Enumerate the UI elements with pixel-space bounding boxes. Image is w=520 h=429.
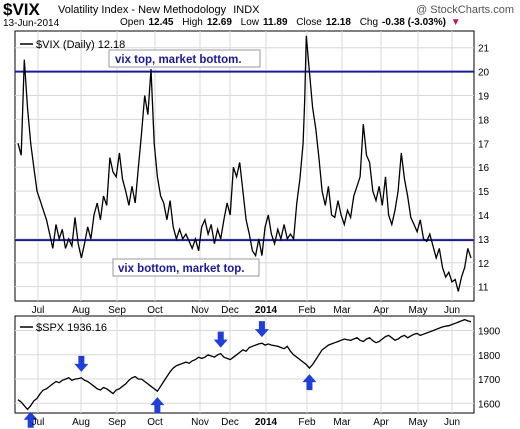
quote-date: 13-Jun-2014	[3, 18, 60, 29]
y-tick-label: 21	[478, 44, 490, 55]
symbol-title: $VIX	[3, 0, 40, 19]
vix-bottom-annotation-text: vix bottom, market top.	[118, 263, 245, 275]
chg-value: -0.38 (-3.03%)	[382, 17, 446, 28]
y-tick-label: 1800	[478, 351, 501, 362]
vix-y-axis: 11 12 13 14 15 16 17 18 19 20 21	[478, 44, 490, 294]
x-tick-label: May	[409, 417, 428, 428]
vix-panel: 11 12 13 14 15 16 17 18 19 20 21 $VIX (Daily) 12.1…	[14, 30, 490, 316]
vix-legend-label: $VIX (Daily) 12.18	[36, 39, 125, 51]
x-tick-label: Aug	[72, 417, 90, 428]
close-label: Close	[296, 17, 322, 28]
chg-label: Chg	[359, 17, 379, 28]
spx-y-axis: 1600 1700 1800 1900	[478, 327, 501, 411]
x-tick-label: Jul	[32, 417, 45, 428]
x-tick-label: May	[409, 305, 428, 316]
x-tick-label: Sep	[108, 305, 126, 316]
vix-panel-frame	[14, 30, 475, 302]
x-tick-label: Nov	[191, 305, 209, 316]
spx-legend-label: $SPX 1936.16	[36, 322, 107, 334]
arrow-up-icon	[302, 374, 317, 391]
x-tick-label: Jul	[32, 305, 45, 316]
high-value: 12.69	[206, 17, 232, 28]
x-tick-label: Feb	[298, 305, 316, 316]
vix-x-axis: Jul Aug Sep Oct Nov Dec 2014 Feb Mar Apr May Jun	[32, 305, 460, 316]
x-tick-label: Oct	[147, 305, 163, 316]
y-tick-label: 12	[478, 259, 490, 270]
vix-price-line	[17, 35, 472, 292]
vix-legend: $VIX (Daily) 12.18	[20, 39, 125, 51]
y-tick-label: 20	[478, 68, 490, 79]
x-tick-label: Mar	[333, 417, 351, 428]
x-tick-label: Nov	[191, 417, 209, 428]
arrow-up-icon	[150, 397, 165, 414]
y-tick-label: 11	[478, 283, 489, 294]
exchange-label: INDX	[233, 4, 260, 16]
vix-reference-lines	[15, 70, 474, 242]
index-name-text: Volatility Index - New Methodology	[58, 4, 227, 16]
vix-top-annotation: vix top, market bottom.	[108, 49, 261, 68]
x-tick-label: Mar	[333, 305, 351, 316]
y-tick-label: 16	[478, 163, 490, 174]
x-tick-label: Dec	[221, 417, 239, 428]
spx-panel: 1600 1700 1800 1900 $SPX 1936.16 Jul Aug Sep O…	[14, 315, 501, 428]
x-tick-label: Feb	[298, 417, 316, 428]
stockcharts-watermark: @ StockCharts.com	[416, 4, 514, 16]
arrow-down-icon	[213, 331, 228, 348]
y-tick-label: 17	[478, 139, 490, 150]
x-tick-label: Jun	[444, 305, 460, 316]
x-tick-label: 2014	[255, 305, 278, 316]
y-tick-label: 13	[478, 235, 490, 246]
vix-bottom-annotation-box	[112, 258, 260, 277]
spx-arrows	[23, 321, 317, 428]
low-value: 11.89	[263, 17, 288, 28]
open-label: Open	[120, 17, 145, 28]
x-tick-label: Apr	[373, 417, 389, 428]
arrow-down-icon	[254, 321, 269, 338]
low-label: Low	[240, 17, 260, 28]
vix-top-annotation-text: vix top, market bottom.	[115, 54, 242, 66]
y-tick-label: 1900	[478, 327, 501, 338]
spx-gridlines	[15, 316, 474, 413]
x-tick-label: Apr	[373, 305, 389, 316]
x-tick-label: 2014	[255, 417, 278, 428]
x-tick-label: Sep	[108, 417, 126, 428]
spx-price-line	[17, 318, 472, 411]
arrow-down-icon	[74, 355, 89, 372]
arrow-up-icon	[23, 411, 38, 428]
y-tick-label: 18	[478, 115, 490, 126]
y-tick-label: 15	[478, 187, 490, 198]
quote-summary: Open 12.45 High 12.69 Low 11.89 Close 12.18 …	[120, 17, 465, 28]
x-tick-label: Oct	[147, 417, 163, 428]
y-tick-label: 1600	[478, 399, 501, 410]
x-tick-label: Dec	[221, 305, 239, 316]
index-name: Volatility Index - New Methodology INDX	[58, 4, 260, 16]
spx-legend: $SPX 1936.16	[20, 322, 107, 334]
y-tick-label: 1700	[478, 375, 501, 386]
open-value: 12.45	[148, 17, 174, 28]
x-tick-label: Aug	[72, 305, 90, 316]
close-value: 12.18	[325, 17, 351, 28]
y-tick-label: 19	[478, 92, 490, 103]
x-tick-label: Jun	[444, 417, 460, 428]
y-tick-label: 14	[478, 211, 490, 222]
vix-top-annotation-box	[108, 49, 261, 68]
spx-x-axis: Jul Aug Sep Oct Nov Dec 2014 Feb Mar Apr May Jun	[32, 417, 460, 428]
spx-panel-frame	[14, 315, 475, 414]
vix-bottom-annotation: vix bottom, market top.	[112, 258, 260, 277]
down-triangle-icon: ▼	[450, 17, 461, 28]
high-label: High	[182, 17, 203, 28]
